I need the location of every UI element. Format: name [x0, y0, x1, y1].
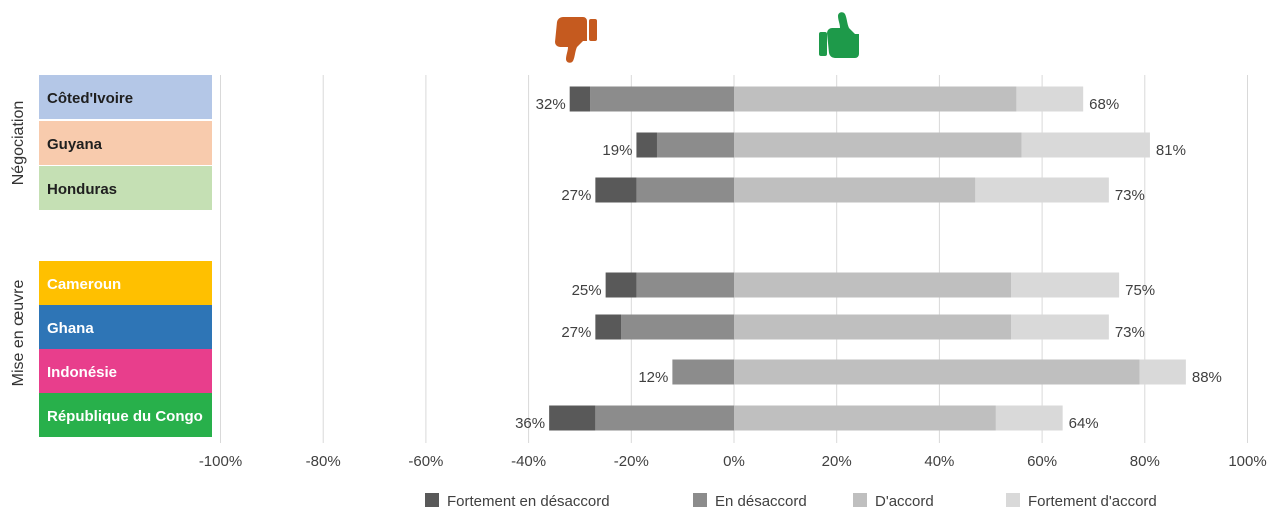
negative-total-label: 32% [536, 96, 566, 113]
x-tick-label: -40% [511, 453, 546, 470]
positive-total-label: 88% [1192, 369, 1222, 386]
category-label-box [39, 121, 212, 165]
bar-segment [734, 405, 996, 431]
x-tick-label: 20% [822, 453, 852, 470]
negative-total-label: 19% [602, 142, 632, 159]
bar-segment [549, 405, 596, 431]
bar-segment [621, 314, 734, 340]
legend-label: En désaccord [715, 493, 807, 510]
category-label-box [39, 261, 212, 305]
bar-segment [734, 272, 1012, 298]
x-tick-label: -80% [306, 453, 341, 470]
negative-total-label: 27% [561, 187, 591, 204]
negative-total-label: 25% [572, 282, 602, 299]
legend-swatch [1006, 493, 1020, 507]
category-label-box [39, 349, 212, 393]
bar-segment [1139, 359, 1186, 385]
group-labels: Négociation Mise en œuvre [10, 101, 27, 387]
category-label: Cameroun [47, 276, 121, 293]
bar-segment [995, 405, 1063, 431]
legend-label: Fortement d'accord [1028, 493, 1157, 510]
percent-labels: 32% 68% 19% 81% 27% 73% 25% 75% 27% 73% 12% 88% 36% 6… [515, 96, 1222, 432]
x-tick-label: -20% [614, 453, 649, 470]
x-axis-ticks: -100% -80% -60% -40% -20% 0% 20% 40% 60% 80% 100% [199, 453, 1267, 470]
positive-total-label: 75% [1125, 282, 1155, 299]
thumbs-up-icon [819, 12, 859, 59]
bar-segment [975, 177, 1109, 203]
category-label-box [39, 393, 212, 437]
group-label: Négociation [10, 101, 27, 186]
bar-segment [734, 359, 1140, 385]
thumbs-down-icon [555, 16, 597, 63]
legend-label: Fortement en désaccord [447, 493, 610, 510]
category-labels: Côted'Ivoire Guyana Honduras Cameroun Ghana I… [39, 75, 212, 437]
x-tick-label: 0% [723, 453, 745, 470]
category-label: Honduras [47, 181, 117, 198]
bar-segment [590, 86, 734, 112]
bar-segment [595, 405, 734, 431]
bar-segment [734, 86, 1017, 112]
legend-swatch [693, 493, 707, 507]
bar-segment [672, 359, 734, 385]
bar-segment [605, 272, 637, 298]
bar-segment [734, 314, 1012, 340]
group-label: Mise en œuvre [10, 280, 27, 387]
x-tick-label: 60% [1027, 453, 1057, 470]
x-tick-label: 80% [1130, 453, 1160, 470]
bar-segment [734, 132, 1022, 158]
bar-segment [569, 86, 591, 112]
positive-total-label: 68% [1089, 96, 1119, 113]
negative-total-label: 36% [515, 415, 545, 432]
bar-segment [1021, 132, 1150, 158]
bar-segment [636, 272, 734, 298]
positive-total-label: 64% [1069, 415, 1099, 432]
legend: Fortement en désaccord En désaccord D'acco… [425, 493, 1157, 510]
legend-swatch [425, 493, 439, 507]
bar-segment [1011, 272, 1120, 298]
bar-segment [734, 177, 976, 203]
category-label: République du Congo [47, 408, 203, 425]
bar-segment [1016, 86, 1084, 112]
negative-total-label: 12% [638, 369, 668, 386]
category-label: Ghana [47, 320, 94, 337]
positive-total-label: 81% [1156, 142, 1186, 159]
x-tick-label: 40% [924, 453, 954, 470]
bar-segment [595, 177, 637, 203]
positive-total-label: 73% [1115, 324, 1145, 341]
bar-segment [595, 314, 622, 340]
bars [549, 86, 1186, 431]
bar-segment [1011, 314, 1109, 340]
legend-swatch [853, 493, 867, 507]
negative-total-label: 27% [561, 324, 591, 341]
category-label: Indonésie [47, 364, 117, 381]
bar-segment [636, 177, 734, 203]
category-label: Côted'Ivoire [47, 90, 133, 107]
category-label: Guyana [47, 136, 103, 153]
x-tick-label: -60% [408, 453, 443, 470]
x-tick-label: 100% [1228, 453, 1266, 470]
category-label-box [39, 75, 212, 119]
x-tick-label: -100% [199, 453, 242, 470]
bar-segment [656, 132, 734, 158]
bar-segment [636, 132, 657, 158]
category-label-box [39, 166, 212, 210]
category-label-box [39, 305, 212, 349]
grid-lines [220, 75, 1248, 443]
positive-total-label: 73% [1115, 187, 1145, 204]
legend-label: D'accord [875, 493, 934, 510]
